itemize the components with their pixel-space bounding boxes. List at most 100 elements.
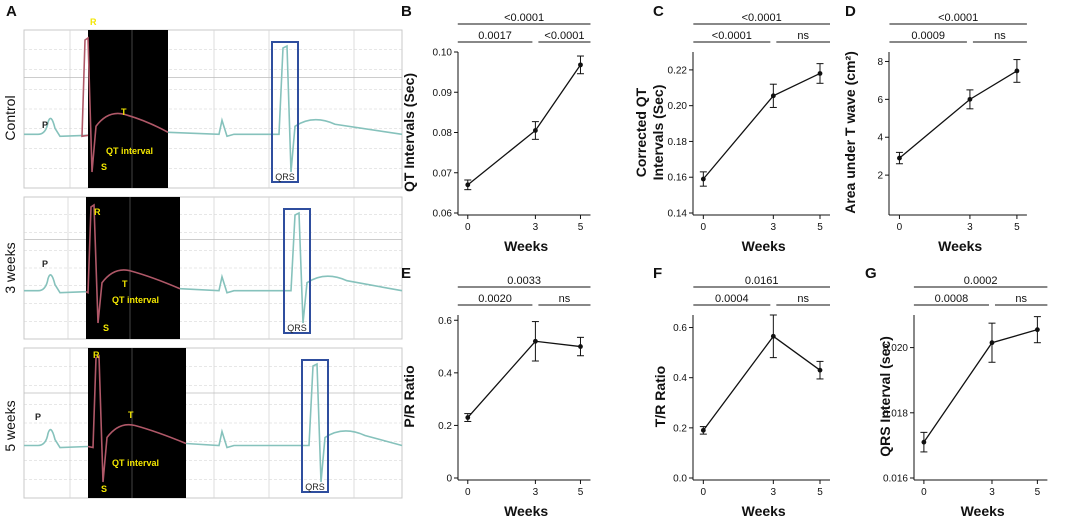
y-tick-label: 0.6 [673, 323, 687, 334]
x-tick-label: 5 [1035, 487, 1041, 498]
x-tick-label: 0 [897, 222, 903, 233]
x-axis-title: Weeks [961, 503, 1005, 519]
data-point [700, 176, 706, 182]
data-point [967, 96, 973, 102]
x-axis-title: Weeks [504, 238, 548, 254]
data-point [989, 340, 995, 346]
y-axis-title: QRS Interval (sec) [877, 336, 893, 457]
t-wave-label: T [121, 107, 127, 117]
data-point [817, 367, 823, 373]
data-point [770, 333, 776, 339]
s-wave-label: S [101, 162, 107, 172]
y-tick-label: 2 [877, 171, 883, 182]
y-axis-title-line: Intervals (Sec) [650, 85, 666, 181]
series-line [923, 329, 1038, 443]
qrs-label: QRS [287, 323, 307, 333]
x-tick-label: 3 [771, 222, 777, 233]
p-value-label: 0.0004 [715, 293, 749, 305]
row-label: 5 weeks [2, 400, 18, 451]
qt-interval-label: QT interval [112, 295, 159, 305]
ecg-trace [24, 117, 89, 138]
y-tick-label: 0.09 [433, 88, 453, 99]
y-axis-title: Area under T wave (cm²) [842, 51, 858, 214]
data-point [770, 93, 776, 99]
y-tick-label: 0.08 [433, 128, 453, 139]
p-value-label: 0.0033 [507, 275, 541, 287]
p-value-label: <0.0001 [544, 30, 584, 42]
y-tick-label: 0.4 [438, 368, 452, 379]
y-axis-title: QT Intervals (Sec) [401, 73, 417, 192]
data-point [1034, 327, 1040, 333]
p-value-label: 0.0161 [745, 275, 779, 287]
data-point [700, 427, 706, 433]
y-tick-label: 0.10 [433, 48, 453, 59]
x-tick-label: 0 [701, 222, 707, 233]
x-tick-label: 5 [1014, 222, 1020, 233]
qrs-highlight-box [301, 359, 329, 493]
panel-letter: C [653, 3, 664, 20]
qrs-highlight-box [271, 41, 299, 183]
data-point [465, 415, 471, 420]
chart-panel-g: G 0.016 0.018 0.020 0 3 5 Weeks QRS Interval (se… [865, 265, 1048, 519]
p-value-label: 0.0002 [964, 275, 998, 287]
ecg-trace [24, 428, 89, 449]
x-tick-label: 3 [771, 487, 777, 498]
ecg-trace [167, 44, 403, 173]
p-value-label: ns [797, 293, 809, 305]
r-peak-label: R [90, 17, 97, 27]
series-line [702, 335, 821, 431]
y-tick-label: 0.16 [668, 173, 688, 184]
x-tick-label: 3 [533, 222, 539, 233]
y-axis-title: T/R Ratio [652, 366, 668, 427]
y-tick-label: 0.020 [883, 343, 908, 354]
y-axis-title: P/R Ratio [401, 365, 417, 427]
x-axis-title: Weeks [938, 238, 982, 254]
y-tick-label: 0.20 [668, 101, 688, 112]
chart-panel-d: D 2 4 6 8 0 3 5 Weeks Area under T wave (cm²) <0.0… [842, 3, 1027, 254]
data-point [578, 62, 583, 68]
y-tick-label: 0.07 [433, 168, 453, 179]
p-wave-label: P [42, 120, 48, 130]
data-point [532, 128, 538, 133]
panel-letter: D [845, 3, 856, 20]
p-value-label: <0.0001 [712, 30, 752, 42]
y-tick-label: 0.016 [883, 474, 908, 485]
qt-trace [85, 203, 181, 324]
p-wave-label: P [35, 412, 41, 422]
qt-interval-label: QT interval [106, 146, 153, 156]
data-point [921, 439, 927, 445]
x-tick-label: 5 [578, 487, 584, 498]
p-value-label: 0.0009 [911, 30, 945, 42]
t-wave-label: T [128, 410, 134, 420]
y-tick-label: 0.6 [438, 316, 452, 327]
panel-letter: G [865, 265, 877, 282]
y-tick-label: 0.22 [668, 65, 688, 76]
p-wave-label: P [42, 259, 48, 269]
data-point [578, 344, 583, 349]
row-label: 3 weeks [2, 242, 18, 293]
y-axis-title-line: Corrected QT [633, 87, 649, 177]
chart-panel-f: F 0.0 0.2 0.4 0.6 0 3 5 Weeks T/R Ratio 0.0161 0.00… [652, 265, 830, 519]
y-axis-title: Corrected QTIntervals (Sec) [633, 85, 666, 181]
data-point [1014, 68, 1020, 74]
y-tick-label: 0.18 [668, 137, 688, 148]
data-point [817, 71, 823, 76]
chart-panel-b: B 0.06 0.07 0.08 0.09 0.10 0 3 5 Weeks QT Interval… [401, 3, 591, 254]
y-tick-label: 0.2 [673, 423, 687, 434]
y-tick-label: 0.06 [433, 209, 453, 220]
data-point [897, 155, 902, 161]
r-peak-label: R [93, 350, 100, 360]
s-wave-label: S [103, 323, 109, 333]
qrs-label: QRS [275, 172, 295, 182]
series-line [467, 64, 582, 186]
row-label: Control [2, 95, 18, 140]
y-tick-label: 6 [877, 95, 883, 106]
chart-panel-c: C 0.14 0.16 0.18 0.20 0.22 0 3 5 Weeks Corrected Q… [633, 3, 830, 254]
ecg-trace [24, 274, 87, 294]
qrs-label: QRS [305, 482, 325, 492]
y-axis-title-line: T/R Ratio [652, 366, 668, 427]
p-value-label: <0.0001 [742, 12, 782, 24]
qt-trace [87, 354, 187, 483]
